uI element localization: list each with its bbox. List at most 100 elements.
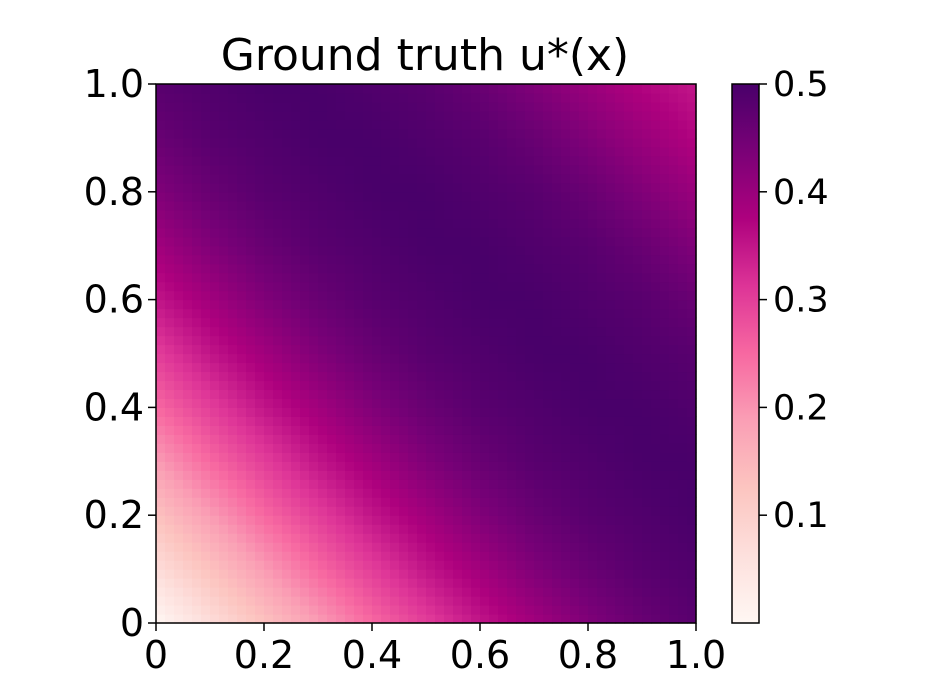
heatmap-cell <box>246 245 256 256</box>
heatmap-cell <box>489 362 499 373</box>
heatmap-cell <box>273 227 283 238</box>
heatmap-cell <box>354 389 364 400</box>
heatmap-cell <box>165 551 175 561</box>
heatmap-cell <box>444 515 454 525</box>
heatmap-cell <box>228 587 238 597</box>
heatmap-cell <box>660 344 670 355</box>
heatmap-cell <box>408 416 418 426</box>
heatmap-cell <box>354 398 364 408</box>
heatmap-cell <box>255 614 265 624</box>
heatmap-cell <box>174 443 184 453</box>
heatmap-cell <box>453 569 463 579</box>
heatmap-cell <box>219 470 229 480</box>
heatmap-cell <box>363 524 373 534</box>
heatmap-cell <box>318 533 328 543</box>
heatmap-cell <box>399 380 409 391</box>
heatmap-cell <box>300 425 310 435</box>
heatmap-cell <box>327 218 337 229</box>
heatmap-cell <box>201 578 211 588</box>
heatmap-cell <box>435 479 445 489</box>
heatmap-cell <box>444 560 454 570</box>
heatmap-cell <box>237 245 247 256</box>
heatmap-cell <box>228 335 238 346</box>
heatmap-cell <box>552 218 562 229</box>
heatmap-cell <box>408 587 418 597</box>
heatmap-cell <box>597 542 607 552</box>
heatmap-cell <box>642 236 652 247</box>
heatmap-cell <box>687 119 697 130</box>
heatmap-cell <box>651 389 661 400</box>
heatmap-cell <box>318 434 328 444</box>
heatmap-cell <box>246 308 256 319</box>
heatmap-cell <box>282 425 292 435</box>
heatmap-cell <box>435 137 445 148</box>
heatmap-cell <box>561 587 571 597</box>
heatmap-cell <box>561 605 571 615</box>
heatmap-cell <box>273 551 283 561</box>
heatmap-cell <box>264 146 274 157</box>
heatmap-cell <box>210 470 220 480</box>
heatmap-cell <box>372 137 382 148</box>
heatmap-cell <box>408 497 418 507</box>
heatmap-cell <box>183 227 193 238</box>
heatmap-cell <box>579 209 589 220</box>
heatmap-cell <box>210 164 220 175</box>
heatmap-cell <box>345 254 355 265</box>
heatmap-cell <box>588 236 598 247</box>
heatmap-cell <box>453 398 463 408</box>
heatmap-cell <box>624 515 634 525</box>
heatmap-cell <box>381 533 391 543</box>
heatmap-cell <box>588 110 598 121</box>
heatmap-cell <box>444 110 454 121</box>
heatmap-cell <box>678 191 688 202</box>
heatmap-cell <box>156 362 166 373</box>
heatmap-cell <box>534 596 544 606</box>
heatmap-cell <box>534 515 544 525</box>
heatmap-cell <box>480 218 490 229</box>
heatmap-cell <box>525 578 535 588</box>
heatmap-cell <box>525 209 535 220</box>
heatmap-cell <box>264 452 274 462</box>
heatmap-cell <box>300 191 310 202</box>
heatmap-cell <box>228 164 238 175</box>
heatmap-cell <box>291 461 301 471</box>
heatmap-cell <box>273 263 283 274</box>
heatmap-cell <box>327 110 337 121</box>
heatmap-cell <box>309 326 319 337</box>
heatmap-cell <box>426 353 436 364</box>
heatmap-cell <box>633 353 643 364</box>
heatmap-cell <box>327 452 337 462</box>
heatmap-cell <box>219 416 229 426</box>
heatmap-cell <box>282 479 292 489</box>
heatmap-cell <box>444 443 454 453</box>
heatmap-cell <box>507 461 517 471</box>
heatmap-cell <box>192 596 202 606</box>
heatmap-cell <box>507 614 517 624</box>
heatmap-cell <box>192 506 202 516</box>
heatmap-cell <box>534 569 544 579</box>
heatmap-cell <box>210 155 220 166</box>
heatmap-cell <box>678 542 688 552</box>
heatmap-cell <box>624 605 634 615</box>
heatmap-cell <box>426 263 436 274</box>
heatmap-cell <box>165 182 175 193</box>
heatmap-cell <box>507 389 517 400</box>
heatmap-cell <box>183 479 193 489</box>
heatmap-cell <box>498 155 508 166</box>
heatmap-cell <box>669 461 679 471</box>
heatmap-cell <box>444 84 454 94</box>
heatmap-cell <box>309 380 319 391</box>
heatmap-cell <box>408 407 418 417</box>
heatmap-cell <box>588 290 598 301</box>
heatmap-cell <box>489 173 499 184</box>
heatmap-cell <box>390 434 400 444</box>
heatmap-cell <box>237 92 247 103</box>
heatmap-cell <box>561 290 571 301</box>
heatmap-cell <box>183 290 193 301</box>
heatmap-cell <box>381 101 391 112</box>
heatmap-cell <box>660 443 670 453</box>
heatmap-cell <box>309 551 319 561</box>
heatmap-cell <box>156 515 166 525</box>
heatmap-cell <box>489 119 499 130</box>
heatmap-cell <box>390 290 400 301</box>
